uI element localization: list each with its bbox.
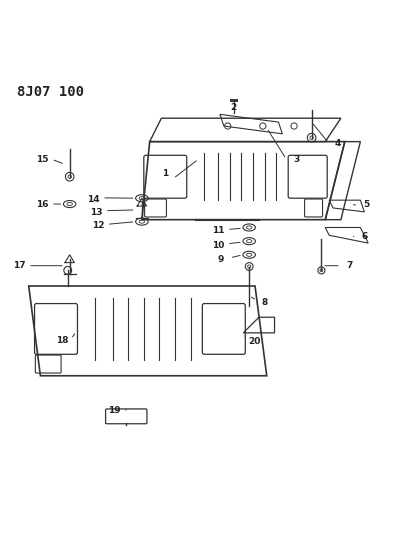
Text: 14: 14 — [87, 195, 99, 204]
Text: 7: 7 — [346, 261, 353, 270]
Text: 18: 18 — [56, 336, 68, 345]
Text: 1: 1 — [162, 169, 169, 178]
Text: 3: 3 — [293, 155, 299, 164]
Text: 5: 5 — [363, 200, 369, 209]
Text: 12: 12 — [92, 221, 105, 230]
Text: 16: 16 — [36, 199, 48, 208]
Text: 9: 9 — [217, 255, 224, 264]
Text: 15: 15 — [36, 155, 49, 164]
Text: 17: 17 — [13, 261, 25, 270]
Text: 13: 13 — [90, 208, 102, 217]
Text: 8J07 100: 8J07 100 — [17, 85, 84, 99]
Text: 20: 20 — [248, 337, 261, 346]
Text: 2: 2 — [230, 103, 237, 112]
Text: 6: 6 — [362, 232, 368, 241]
Text: 8: 8 — [262, 298, 268, 307]
Text: 11: 11 — [212, 226, 224, 235]
Text: 4: 4 — [334, 139, 341, 148]
Text: 10: 10 — [212, 241, 224, 250]
Text: 19: 19 — [108, 406, 121, 415]
